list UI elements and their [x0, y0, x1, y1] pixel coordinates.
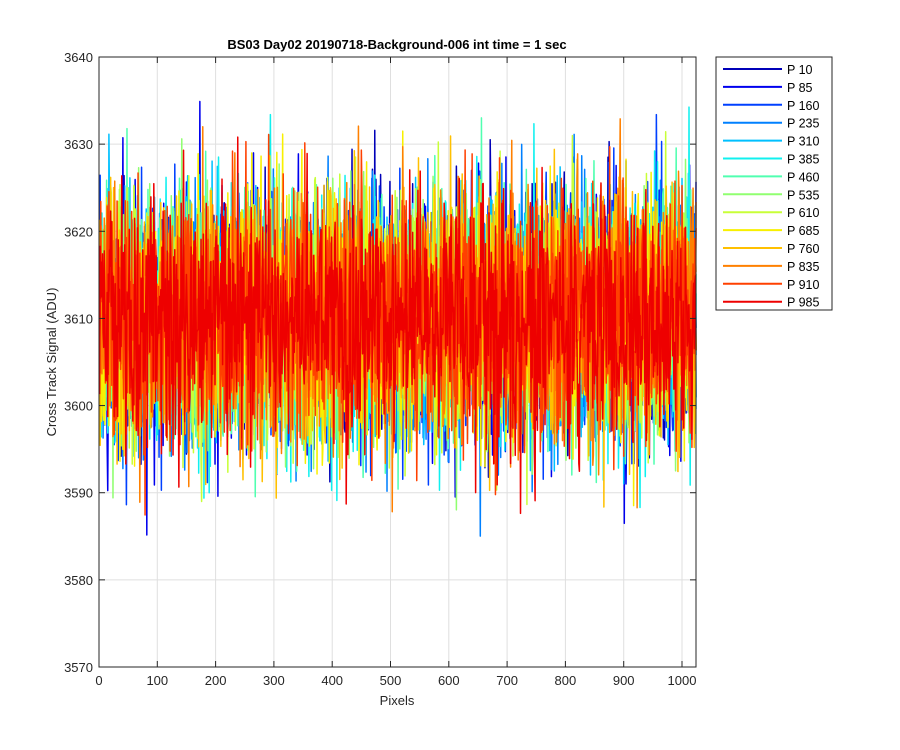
- x-tick-label: 200: [205, 673, 227, 688]
- x-tick-label: 500: [380, 673, 402, 688]
- chart-title: BS03 Day02 20190718-Background-006 int t…: [227, 37, 566, 52]
- legend-label: P 535: [787, 188, 819, 202]
- legend-label: P 235: [787, 117, 819, 131]
- series-line-p985: [98, 136, 697, 515]
- x-tick-label: 300: [263, 673, 285, 688]
- plot-frame: [98, 56, 697, 668]
- legend-label: P 310: [787, 135, 819, 149]
- y-tick-label: 3570: [64, 660, 93, 675]
- x-tick-label: 1000: [668, 673, 697, 688]
- legend: P 10 P 85 P 160 P 235 P 310 P 385 P 460 P 535 P …: [715, 56, 833, 311]
- x-tick-label: 900: [613, 673, 635, 688]
- legend-label: P 610: [787, 206, 819, 220]
- x-tick-label: 800: [555, 673, 577, 688]
- x-tick-label: 0: [95, 673, 102, 688]
- x-tick-label: 400: [321, 673, 343, 688]
- legend-label: P 385: [787, 153, 819, 167]
- legend-label: P 835: [787, 260, 819, 274]
- x-tick-label: 100: [146, 673, 168, 688]
- y-tick-label: 3610: [64, 311, 93, 326]
- y-tick-label: 3600: [64, 399, 93, 414]
- legend-label: P 460: [787, 170, 819, 184]
- x-tick-label: 600: [438, 673, 460, 688]
- legend-label: P 160: [787, 99, 819, 113]
- x-axis-label: Pixels: [380, 693, 415, 708]
- legend-label: P 685: [787, 224, 819, 238]
- legend-label: P 910: [787, 278, 819, 292]
- y-tick-label: 3640: [64, 50, 93, 65]
- y-tick-label: 3590: [64, 486, 93, 501]
- y-tick-label: 3580: [64, 573, 93, 588]
- legend-label: P 10: [787, 63, 813, 77]
- legend-label: P 85: [787, 81, 813, 95]
- series-lines: [98, 100, 697, 537]
- legend-label: P 985: [787, 296, 819, 310]
- legend-box: [715, 56, 833, 311]
- axis-ticks: 0 100 200 300 400 500 600 700 800 900 1000 3570 3580…: [64, 50, 696, 688]
- y-tick-label: 3620: [64, 224, 93, 239]
- legend-label: P 760: [787, 242, 819, 256]
- y-tick-label: 3630: [64, 137, 93, 152]
- x-tick-label: 700: [496, 673, 518, 688]
- y-axis-label: Cross Track Signal (ADU): [44, 288, 59, 437]
